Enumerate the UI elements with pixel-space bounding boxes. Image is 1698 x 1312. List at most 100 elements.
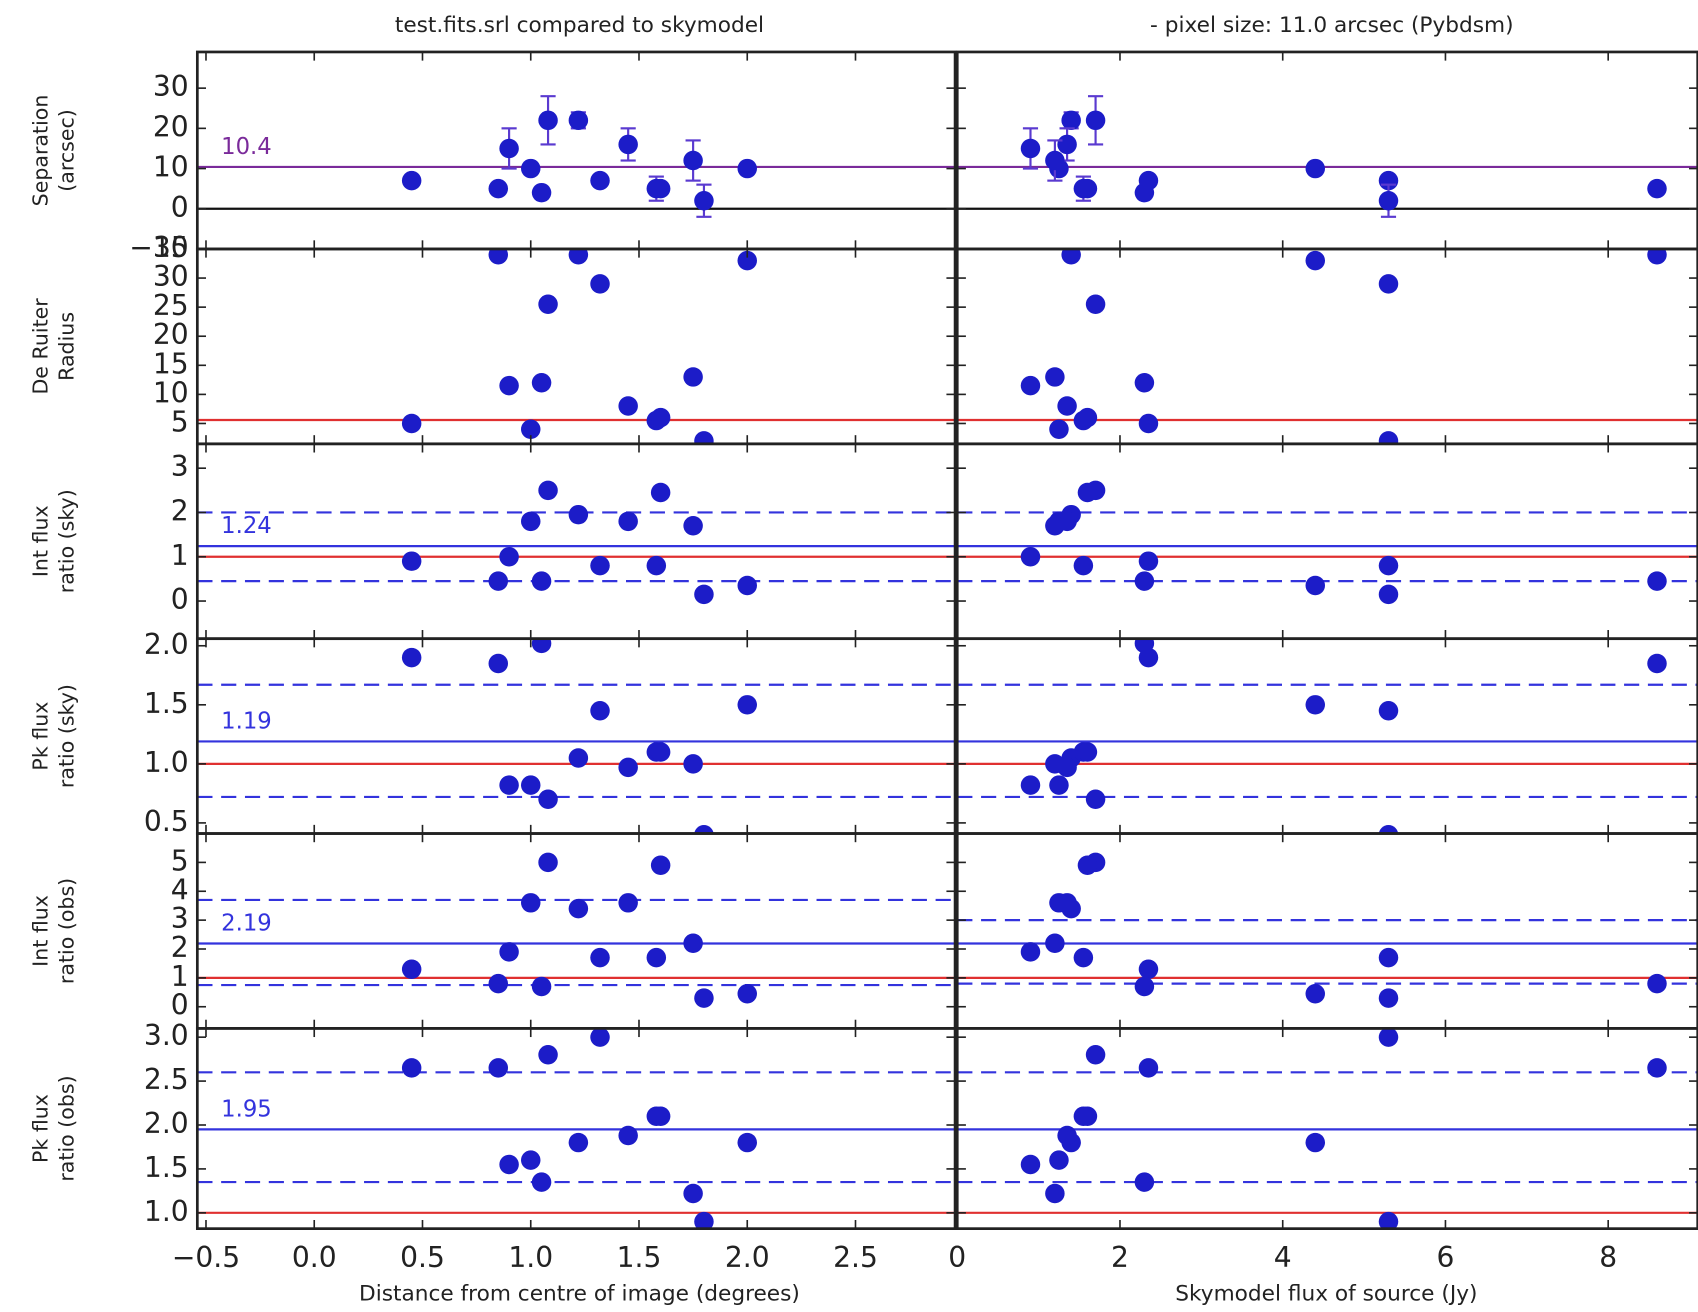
point <box>737 1132 757 1153</box>
point <box>683 516 703 536</box>
point <box>1045 367 1065 387</box>
point <box>531 976 552 997</box>
point <box>1045 516 1065 536</box>
point <box>401 647 422 668</box>
point <box>499 375 519 396</box>
point <box>1057 1125 1077 1146</box>
point <box>1077 407 1098 428</box>
y-tick-label: 20 <box>153 110 189 143</box>
point <box>618 1125 638 1146</box>
y-tick-label: 5 <box>171 844 189 877</box>
y-tick-label: 1 <box>171 539 189 572</box>
point <box>683 1183 703 1204</box>
point <box>1647 653 1667 674</box>
x-tick-label: −0.5 <box>172 1241 240 1274</box>
point <box>646 555 667 576</box>
panel <box>197 248 956 444</box>
y-axis-label: ratio (sky) <box>54 489 78 593</box>
point <box>650 407 671 428</box>
point <box>590 947 610 968</box>
point <box>1378 1028 1399 1047</box>
point <box>694 584 714 605</box>
point <box>401 170 422 191</box>
point <box>590 170 610 191</box>
point <box>1305 984 1326 1004</box>
point <box>683 367 703 387</box>
y-axis-label: ratio (obs) <box>54 878 78 984</box>
point <box>650 482 671 503</box>
point <box>488 178 509 199</box>
point <box>531 571 552 591</box>
point <box>1020 138 1041 159</box>
y-tick-label: 0.5 <box>144 805 189 838</box>
y-tick-label: 1.0 <box>144 1195 189 1228</box>
point <box>568 504 589 525</box>
y-axis-label: ratio (sky) <box>54 684 78 788</box>
median-label: 1.19 <box>221 708 272 734</box>
point <box>521 1150 541 1170</box>
point <box>1045 933 1065 953</box>
right-x-label: Skymodel flux of source (Jy) <box>1175 1282 1477 1307</box>
point <box>499 138 519 159</box>
y-axis-label: Pk flux <box>28 702 52 771</box>
y-tick-label: 35 <box>153 231 189 264</box>
point <box>694 988 714 1008</box>
point <box>590 1028 610 1047</box>
point <box>499 775 519 795</box>
point <box>618 757 638 778</box>
point <box>1138 959 1159 979</box>
y-tick-label: 0 <box>171 191 189 224</box>
point <box>694 190 714 211</box>
panel <box>957 638 1698 834</box>
point <box>618 134 638 155</box>
y-tick-label: 3.0 <box>144 1019 189 1052</box>
point <box>488 248 509 265</box>
point <box>568 898 589 919</box>
x-tick-label: 6 <box>1436 1241 1454 1274</box>
point <box>1138 551 1159 571</box>
point <box>1061 248 1081 265</box>
point <box>1134 1172 1155 1192</box>
panel-frame <box>195 637 957 835</box>
point <box>1020 942 1041 962</box>
point <box>1020 547 1041 567</box>
point <box>488 653 509 674</box>
median-label: 1.95 <box>221 1096 272 1122</box>
y-tick-label: 2.5 <box>144 1063 189 1096</box>
panel <box>197 638 956 834</box>
y-tick-label: 10 <box>153 151 189 184</box>
point <box>694 824 714 834</box>
point <box>650 855 671 876</box>
point <box>568 110 589 131</box>
panel <box>957 480 1698 605</box>
point <box>538 789 558 810</box>
y-tick-label: 1.5 <box>144 687 189 720</box>
point <box>650 742 671 762</box>
point <box>1077 482 1098 503</box>
right-title: - pixel size: 11.0 arcsec (Pybdsm) <box>1150 13 1514 38</box>
point <box>1134 976 1155 997</box>
y-tick-label: 10 <box>153 376 189 409</box>
y-tick-label: 5 <box>171 405 189 438</box>
point <box>1378 274 1399 294</box>
y-tick-label: 20 <box>153 318 189 351</box>
panel-frame <box>955 442 1698 641</box>
point <box>1057 396 1077 416</box>
point <box>568 248 589 265</box>
point <box>1647 248 1667 265</box>
y-tick-label: 4 <box>171 873 189 906</box>
panel-frame <box>955 832 1698 1030</box>
left-x-label: Distance from centre of image (degrees) <box>359 1282 800 1307</box>
x-tick-label: 2.5 <box>833 1241 878 1274</box>
point <box>521 511 541 532</box>
point <box>1647 1058 1667 1078</box>
point <box>401 551 422 571</box>
y-tick-label: 1.0 <box>144 746 189 779</box>
y-axis-label: Radius <box>54 312 78 381</box>
point <box>538 852 558 873</box>
point <box>694 1211 714 1229</box>
point <box>590 274 610 294</box>
y-axis-label: (arcsec) <box>54 109 78 192</box>
point <box>694 431 714 444</box>
point <box>1378 431 1399 444</box>
